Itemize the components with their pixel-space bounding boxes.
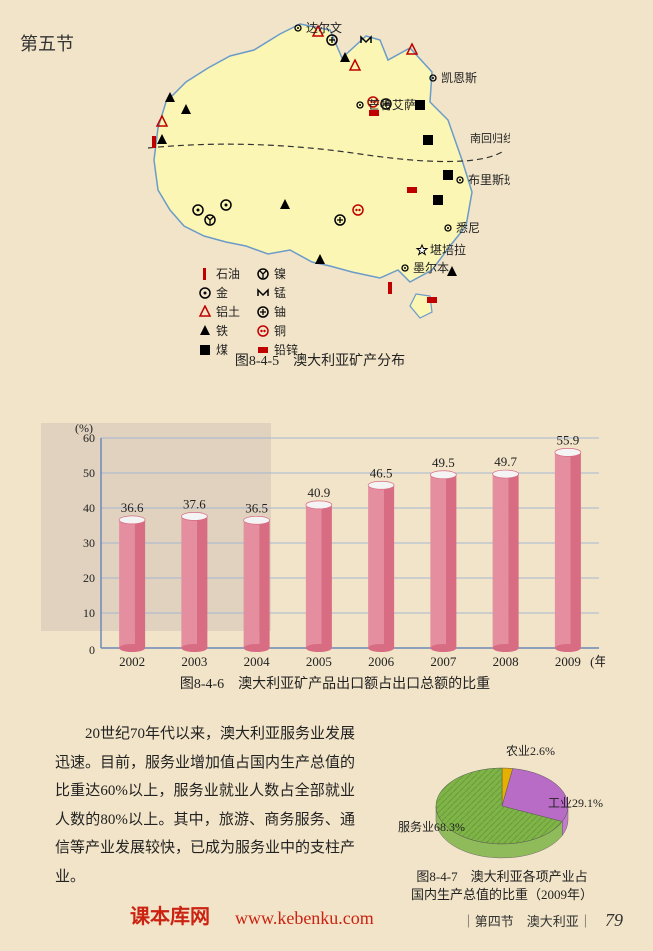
legend-item-nickel: 镍 <box>256 265 314 282</box>
svg-text:2005: 2005 <box>306 654 332 669</box>
svg-text:50: 50 <box>83 466 95 480</box>
mineral-coal <box>415 100 425 110</box>
svg-text:36.5: 36.5 <box>245 500 268 515</box>
svg-text:20: 20 <box>83 571 95 585</box>
mineral-pbzn <box>427 297 437 303</box>
svg-text:40.9: 40.9 <box>308 485 331 500</box>
city-凯恩斯: 凯恩斯 <box>430 71 477 85</box>
legend-item-bauxite: 铝土 <box>198 303 256 320</box>
svg-text:40: 40 <box>83 501 95 515</box>
watermark-text: 课本库网 <box>130 900 210 929</box>
pie-label-agri: 农业2.6% <box>506 742 555 759</box>
mineral-coal <box>443 170 453 180</box>
legend-item-iron: 铁 <box>198 322 256 339</box>
mineral-pbzn <box>407 187 417 193</box>
tropic-label: 南回归线 <box>470 131 510 145</box>
bar-2002: 36.6 2002 <box>119 500 145 669</box>
legend-item-oil: 石油 <box>198 265 256 282</box>
map-legend: 石油镍金锰铝土铀铁铜煤铅锌 <box>198 265 314 358</box>
svg-text:达尔文: 达尔文 <box>306 20 342 35</box>
svg-text:2004: 2004 <box>244 654 271 669</box>
svg-text:49.7: 49.7 <box>494 454 517 469</box>
svg-text:60: 60 <box>83 431 95 445</box>
pie-label-ind: 工业29.1% <box>548 794 603 811</box>
bar-2003: 37.6 2003 <box>181 496 207 669</box>
australia-outline <box>154 24 472 282</box>
legend-item-gold: 金 <box>198 284 256 301</box>
legend-item-copper: 铜 <box>256 322 314 339</box>
legend-item-mn: 锰 <box>256 284 314 301</box>
map-svg: 南回归线 达尔文凯恩斯芒特艾萨布里斯班悉尼堪培拉墨尔本 <box>130 10 510 330</box>
svg-text:悉尼: 悉尼 <box>456 221 480 235</box>
svg-text:(年): (年) <box>590 654 605 669</box>
pie-caption-l1: 图8-4-7 澳大利亚各项产业占 <box>416 869 587 884</box>
pie-label-serv: 服务业68.3% <box>398 818 465 835</box>
svg-text:芒特艾萨: 芒特艾萨 <box>368 97 416 112</box>
body-paragraph: 20世纪70年代以来，澳大利亚服务业发展迅速。目前，服务业增加值占国内生产总值的… <box>55 720 355 891</box>
svg-text:0: 0 <box>89 643 95 657</box>
mineral-oil <box>152 136 156 148</box>
mineral-coal <box>423 135 433 145</box>
bar-2006: 46.5 2006 <box>368 465 395 669</box>
mineral-oil <box>388 282 392 294</box>
svg-text:2007: 2007 <box>430 654 457 669</box>
svg-text:10: 10 <box>83 606 95 620</box>
watermark-url: www.kebenku.com <box>235 908 374 929</box>
svg-text:55.9: 55.9 <box>557 432 580 447</box>
svg-text:2003: 2003 <box>181 654 207 669</box>
footer-section: ｜第四节 澳大利亚｜ <box>462 914 592 929</box>
figure-map: 南回归线 达尔文凯恩斯芒特艾萨布里斯班悉尼堪培拉墨尔本 石油镍金锰铝土铀铁铜煤铅… <box>130 10 510 330</box>
figure-pie-chart: 农业2.6% 工业29.1% 服务业68.3% 图8-4-7 澳大利亚各项产业占… <box>392 740 612 890</box>
pie-caption: 图8-4-7 澳大利亚各项产业占 国内生产总值的比重（2009年） <box>392 868 612 903</box>
mineral-coal <box>433 195 443 205</box>
svg-text:2008: 2008 <box>493 654 519 669</box>
bar-chart-caption: 图8-4-6 澳大利亚矿产品出口额占出口总额的比重 <box>65 673 605 693</box>
figure-bar-chart: (%)102030405060036.6200237.6200336.52004… <box>65 405 605 685</box>
bar-2005: 40.9 2005 <box>306 485 332 669</box>
bar-2007: 49.5 2007 <box>430 455 457 669</box>
bar-chart-svg: (%)102030405060036.6200237.6200336.52004… <box>65 405 605 685</box>
svg-text:46.5: 46.5 <box>370 465 393 480</box>
pie-caption-l2: 国内生产总值的比重（2009年） <box>411 887 593 902</box>
svg-text:凯恩斯: 凯恩斯 <box>441 71 477 85</box>
svg-text:2009: 2009 <box>555 654 581 669</box>
bar-2009: 55.9 2009 <box>555 432 581 669</box>
svg-text:布里斯班: 布里斯班 <box>468 173 510 187</box>
svg-text:49.5: 49.5 <box>432 455 455 470</box>
svg-text:2002: 2002 <box>119 654 145 669</box>
bar-2008: 49.7 2008 <box>493 454 519 669</box>
svg-text:30: 30 <box>83 536 95 550</box>
svg-text:堪培拉: 堪培拉 <box>430 242 466 257</box>
svg-text:37.6: 37.6 <box>183 496 206 511</box>
legend-item-uranium: 铀 <box>256 303 314 320</box>
svg-text:2006: 2006 <box>368 654 395 669</box>
bar-2004: 36.5 2004 <box>244 500 271 669</box>
pie-svg <box>417 756 587 866</box>
svg-text:36.6: 36.6 <box>121 500 144 515</box>
svg-text:墨尔本: 墨尔本 <box>413 260 449 275</box>
section-marker: 第五节 <box>20 30 74 56</box>
map-caption: 图8-4-5 澳大利亚矿产分布 <box>130 350 510 370</box>
page-number: 79 <box>595 910 623 930</box>
page-footer: ｜第四节 澳大利亚｜ 79 <box>462 910 623 931</box>
